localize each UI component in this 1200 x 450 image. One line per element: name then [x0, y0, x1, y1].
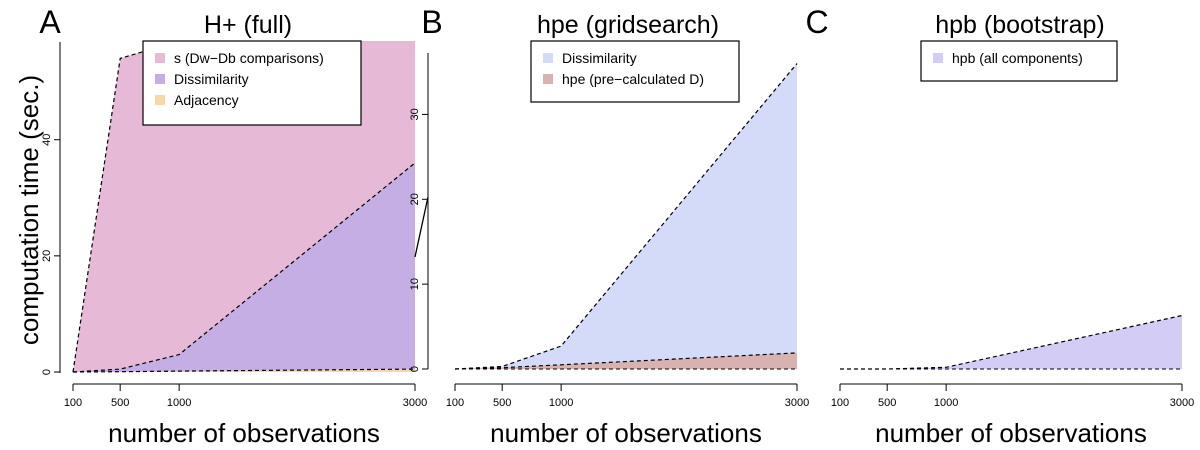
legend: Dissimilarity hpe (pre−calculated D)	[530, 40, 740, 103]
series-line-2	[72, 162, 416, 373]
legend-box	[530, 40, 740, 103]
x-tick-label: 1000	[934, 397, 958, 409]
y-tick-label: 0	[409, 366, 421, 372]
legend-swatch	[543, 53, 553, 63]
legend-swatch	[543, 74, 553, 84]
legend-swatch	[933, 53, 943, 63]
x-tick-label: 500	[111, 397, 129, 409]
area-series-2	[455, 352, 797, 369]
legend-box	[142, 40, 362, 126]
x-axis-label: number of observations	[108, 418, 380, 448]
chart-panel-c: 100 500 1000 3000 number of observations C hpb…	[805, 4, 1194, 448]
x-tick-label: 100	[64, 397, 82, 409]
legend-box	[920, 40, 1118, 82]
area-series-1	[840, 315, 1182, 369]
x-tick-label: 500	[493, 397, 511, 409]
y-tick-label: 10	[409, 278, 421, 290]
legend-swatch	[155, 53, 165, 63]
x-axis-label: number of observations	[875, 418, 1147, 448]
chart-panel-b: 100 500 1000 3000 0 10 20 30 number of observati…	[409, 4, 809, 448]
legend-swatch	[155, 95, 165, 105]
x-tick-label: 100	[446, 397, 464, 409]
legend: s (Dw−Db comparisons) Dissimilarity Adjace…	[142, 40, 362, 126]
legend-label: s (Dw−Db comparisons)	[174, 50, 324, 66]
area-series-1	[455, 63, 797, 369]
legend-label: Dissimilarity	[562, 50, 637, 66]
series-line-2	[454, 352, 798, 370]
x-tick-label: 500	[878, 397, 896, 409]
x-tick-label: 1000	[549, 397, 573, 409]
panel-title: hpe (gridsearch)	[537, 11, 719, 39]
panel-title: hpb (bootstrap)	[935, 11, 1105, 39]
x-tick-label: 1000	[167, 397, 191, 409]
x-axis-label: number of observations	[490, 418, 762, 448]
panel-letter: B	[421, 4, 442, 40]
legend-label: hpe (pre−calculated D)	[562, 71, 704, 87]
y-tick-label: 20	[41, 250, 53, 262]
panel-connector-line	[414, 196, 429, 258]
legend-swatch	[155, 74, 165, 84]
panel-title: H+ (full)	[204, 11, 292, 39]
x-tick-label: 3000	[1170, 397, 1194, 409]
panel-letter: C	[805, 4, 828, 40]
series-line-3	[72, 368, 416, 373]
area-series-2	[73, 162, 415, 372]
legend: hpb (all components)	[920, 40, 1118, 82]
x-tick-label: 3000	[403, 397, 427, 409]
x-tick-label: 3000	[785, 397, 809, 409]
legend-label: hpb (all components)	[952, 50, 1083, 66]
y-tick-label: 30	[409, 108, 421, 120]
y-tick-label: 0	[41, 369, 53, 375]
y-tick-label: 20	[409, 193, 421, 205]
legend-label: Adjacency	[174, 92, 239, 108]
y-tick-label: 40	[41, 134, 53, 146]
figure-y-axis-label: computation time (sec.)	[14, 75, 44, 345]
legend-label: Dissimilarity	[174, 71, 249, 87]
panel-letter: A	[39, 4, 61, 40]
x-tick-label: 100	[831, 397, 849, 409]
